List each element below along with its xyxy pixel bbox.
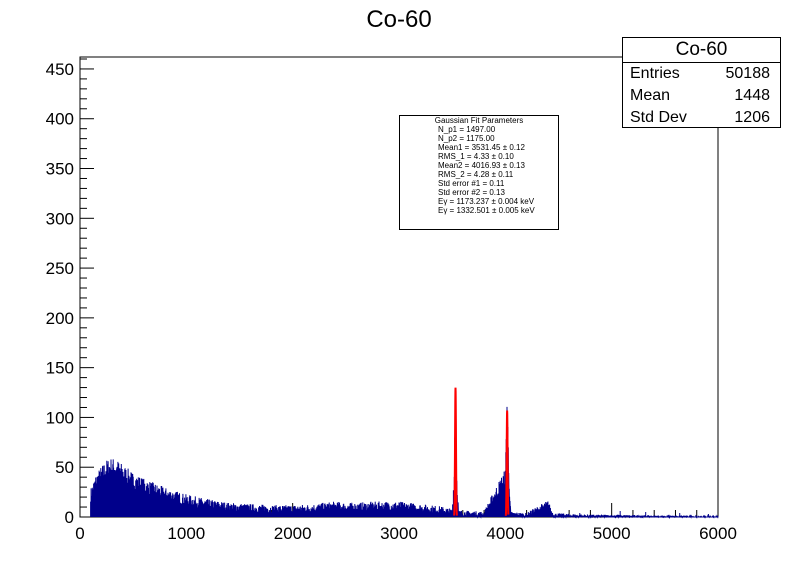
chart-title: Co-60 [366,6,432,33]
fit-line: Eγ = 1332.501 ± 0.005 keV [438,206,535,215]
fit-line: N_p2 = 1175.00 [438,134,495,143]
stats-label: Std Dev [630,109,687,126]
gaussian-fit-peak-1 [453,387,458,516]
stats-value: 1448 [734,87,770,104]
y-tick-label: 200 [46,309,74,328]
x-tick-label: 4000 [486,524,524,543]
fit-line: RMS_1 = 4.33 ± 0.10 [438,152,514,161]
y-tick-label: 350 [46,160,74,179]
fit-line: Eγ = 1173.237 ± 0.004 keV [438,197,535,206]
stats-row-mean: Mean 1448 [623,85,780,107]
stats-row-entries: Entries 50188 [623,63,780,85]
stats-value: 1206 [734,109,770,126]
y-tick-label: 0 [65,508,74,527]
fit-line: Std error #2 = 0.13 [438,188,505,197]
x-tick-label: 1000 [167,524,205,543]
fit-line: Mean2 = 4016.93 ± 0.13 [438,161,525,170]
y-tick-label: 50 [55,458,74,477]
x-tick-label: 5000 [593,524,631,543]
y-tick-label: 100 [46,408,74,427]
fit-line: Std error #1 = 0.11 [438,179,505,188]
y-tick-label: 150 [46,359,74,378]
y-tick-label: 300 [46,209,74,228]
stats-box-title: Co-60 [623,38,780,63]
stats-box: Co-60 Entries 50188 Mean 1448 Std Dev 12… [622,37,781,128]
x-tick-label: 6000 [699,524,737,543]
y-tick-label: 250 [46,259,74,278]
stats-value: 50188 [725,65,771,82]
y-tick-label: 450 [46,60,74,79]
fit-line: N_p1 = 1497.00 [438,125,496,134]
fit-line: RMS_2 = 4.28 ± 0.11 [438,170,514,179]
y-tick-label: 400 [46,110,74,129]
stats-label: Mean [630,87,671,104]
stats-label: Entries [630,65,680,82]
stats-row-stddev: Std Dev 1206 [623,107,780,129]
histogram-series [90,388,719,519]
fit-parameters-title: Gaussian Fit Parameters [434,116,524,125]
fit-parameters-box: Gaussian Fit Parameters N_p1 = 1497.00 N… [399,115,559,230]
fit-line: Mean1 = 3531.45 ± 0.12 [438,143,525,152]
gaussian-fit-peak-2 [504,410,510,516]
x-tick-label: 2000 [274,524,312,543]
x-tick-label: 3000 [380,524,418,543]
x-tick-label: 0 [75,524,84,543]
